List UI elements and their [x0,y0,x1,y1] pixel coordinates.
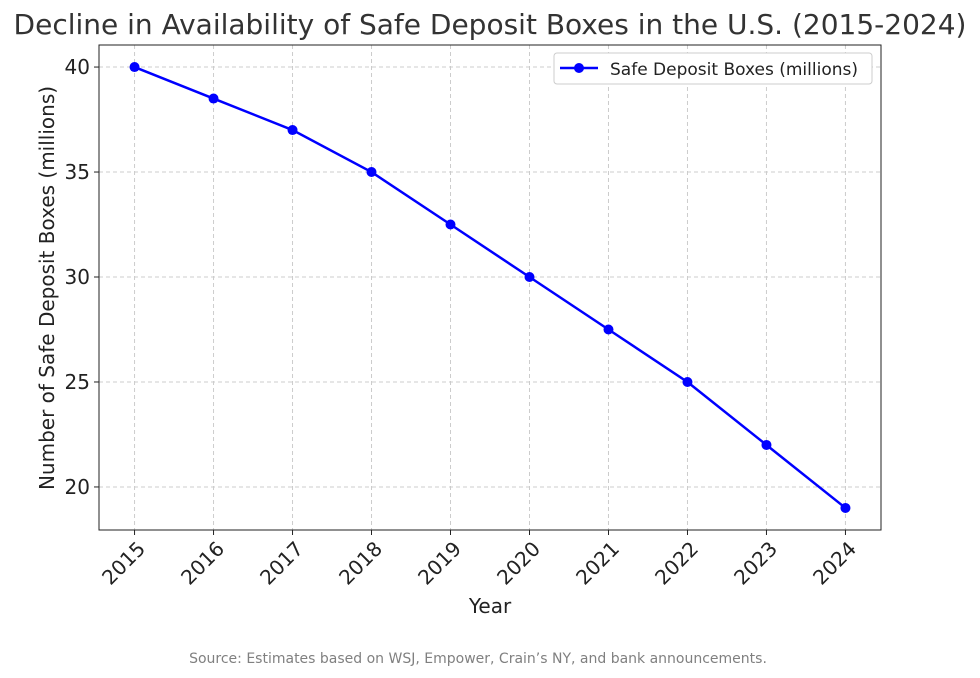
x-ticks: 2015 2016 2017 2018 2019 2020 2021 2022 2023 2024 [97,530,861,590]
x-tick-label: 2019 [413,537,466,590]
source-note: Source: Estimates based on WSJ, Empower,… [189,651,767,667]
x-tick-label: 2023 [729,537,782,590]
legend: Safe Deposit Boxes (millions) [553,52,873,85]
data-point [761,439,772,450]
grid [99,45,881,530]
series-line [134,65,847,509]
legend-box [553,52,873,85]
data-point [129,62,140,73]
x-axis-label: Year [468,594,512,618]
x-tick-label: 2015 [97,537,150,590]
x-tick-label: 2024 [808,537,861,590]
y-ticks: 20 25 30 35 40 [65,55,99,499]
x-tick-label: 2020 [492,537,545,590]
data-point [840,502,851,513]
data-point [682,376,693,387]
data-point [287,125,298,136]
y-tick-label: 40 [65,55,90,79]
series [129,62,851,513]
x-tick-label: 2018 [334,537,387,590]
chart-title: Decline in Availability of Safe Deposit … [14,8,967,41]
data-point [524,272,535,283]
plot-frame [98,44,882,531]
data-point [603,324,614,335]
x-tick-label: 2016 [176,537,229,590]
y-axis-label: Number of Safe Deposit Boxes (millions) [35,86,59,490]
x-tick-label: 2017 [255,537,308,590]
data-point [208,93,219,104]
legend-label: Safe Deposit Boxes (millions) [610,60,858,80]
data-point [366,167,377,178]
y-tick-label: 20 [65,475,90,499]
x-tick-label: 2022 [650,537,703,590]
y-tick-label: 35 [65,160,90,184]
legend-marker [574,63,584,73]
data-point [445,219,456,230]
x-tick-label: 2021 [571,537,624,590]
y-tick-label: 30 [65,265,90,289]
y-tick-label: 25 [65,370,90,394]
